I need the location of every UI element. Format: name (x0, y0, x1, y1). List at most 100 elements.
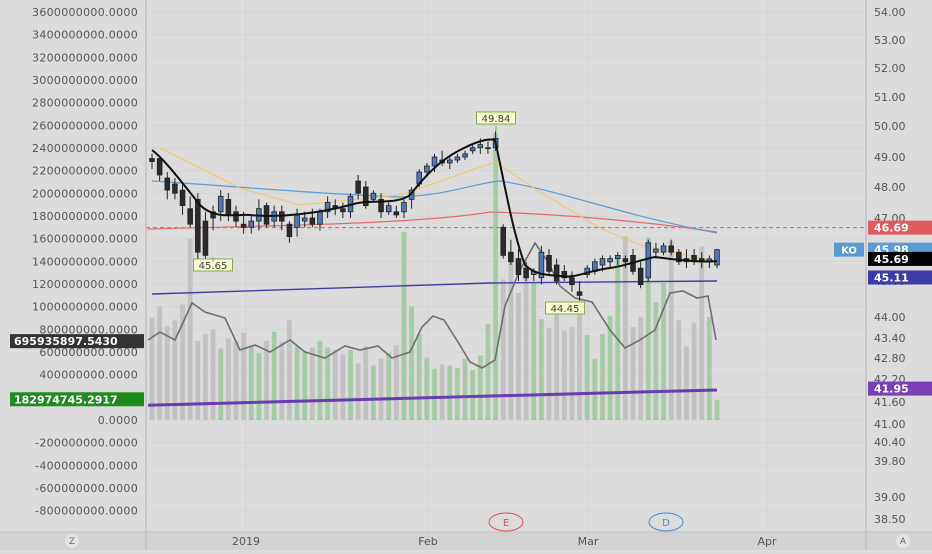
x-tick-label: Mar (578, 535, 599, 548)
left-value-tag-text: 695935897.5430 (14, 335, 118, 348)
candle-body (500, 226, 506, 256)
candle-body (447, 159, 453, 164)
candle-body (553, 264, 560, 282)
bottom-strip-right-text: A (900, 537, 907, 547)
candle-body (179, 189, 186, 207)
left-tick-label: 600000000.0000 (39, 346, 138, 359)
volume-bar (409, 306, 414, 420)
candle-body (561, 270, 568, 279)
candle-body (378, 198, 384, 213)
left-tick-label: 1400000000.0000 (32, 255, 138, 268)
volume-bar (264, 340, 269, 420)
high-label-box (476, 111, 516, 125)
volume-bar (600, 333, 605, 420)
volume-bar (195, 340, 201, 420)
candle-body (156, 158, 163, 176)
left-tick-label: 400000000.0000 (39, 369, 138, 382)
volume-bar (699, 246, 705, 420)
volume-bar (539, 319, 544, 420)
right-tick-label: 49.00 (874, 151, 906, 164)
volume-bar (203, 333, 208, 420)
volume-bar (164, 325, 170, 420)
candle-body (614, 254, 621, 259)
volume-bar (180, 304, 185, 420)
candle-body (294, 214, 300, 228)
volume-bar (325, 347, 330, 420)
price-tag-text: 45.69 (874, 253, 909, 266)
volume-bar (653, 302, 659, 420)
candle-body (240, 223, 247, 228)
candle-body (645, 242, 652, 279)
left-tick-label: -800000000.0000 (35, 505, 138, 518)
left-tick-label: 1200000000.0000 (32, 278, 138, 291)
volume-bar (363, 346, 369, 420)
volume-bar (187, 238, 193, 420)
price-tag (868, 381, 932, 396)
candle-body (485, 147, 491, 150)
right-tick-label: 39.00 (874, 491, 906, 504)
left-tick-label: 3200000000.0000 (32, 51, 138, 64)
x-tick-label: Apr (757, 535, 777, 548)
left-tick-label: 3400000000.0000 (32, 29, 138, 42)
left-tick-label: 0.0000 (98, 414, 138, 427)
volume-bar (638, 316, 644, 420)
volume-bar (523, 263, 529, 420)
candle-body (370, 192, 377, 200)
bottom-strip-left-badge (65, 534, 79, 548)
blue-moving-average-line (151, 180, 718, 234)
volume-bar (676, 320, 682, 420)
volume-bar (493, 133, 498, 420)
low-label-1: 45.65 (199, 261, 228, 272)
left-tick-label: 2600000000.0000 (32, 119, 138, 132)
earnings-marker-text: E (503, 518, 509, 529)
candle-body (546, 254, 552, 272)
low-label-2: 44.45 (551, 304, 580, 315)
ticker-tag-text: KO (841, 246, 857, 257)
long-moving-average-line (151, 280, 718, 295)
candle-body (317, 211, 323, 225)
volume-bar (684, 346, 689, 420)
volume-bar (714, 399, 720, 420)
volume-oscillator-line (147, 241, 717, 369)
candle-body (217, 195, 224, 213)
price-tag-text: 41.95 (874, 383, 909, 396)
volume-bar (623, 236, 628, 420)
volume-bar (241, 332, 246, 420)
candle-body (714, 249, 720, 266)
candle-body (393, 211, 400, 216)
volume-bar (401, 231, 407, 420)
volume-bar (485, 323, 491, 420)
left-tick-label: 2000000000.0000 (32, 187, 138, 200)
candle-body (225, 198, 232, 216)
volume-bar (508, 260, 514, 420)
left-tick-label: -200000000.0000 (35, 437, 138, 450)
candle-body (248, 220, 255, 228)
candle-body (454, 156, 461, 161)
left-value-tag-text: 182974745.2917 (14, 393, 118, 406)
volume-bar (271, 331, 277, 420)
yellow-moving-average-line (159, 147, 718, 263)
earnings-marker-ring (488, 512, 524, 532)
left-tick-label: 2400000000.0000 (32, 142, 138, 155)
price-tag-text: 46.69 (874, 222, 909, 235)
candle-body (401, 202, 407, 213)
left-tick-label: 1600000000.0000 (32, 233, 138, 246)
volume-bar (287, 320, 292, 420)
candle-body (149, 158, 155, 162)
volume-bar (706, 316, 712, 420)
volume-bar (531, 282, 537, 420)
volume-average-line (147, 388, 718, 407)
candle-body (607, 258, 613, 263)
price-tag (868, 270, 932, 285)
candle-body (355, 180, 361, 194)
left-tick-label: 3000000000.0000 (32, 74, 138, 87)
candle-body (324, 202, 331, 213)
candle-body (202, 220, 209, 256)
candle-body (172, 183, 178, 194)
left-value-tag (10, 334, 144, 349)
candle-body (508, 251, 514, 263)
volume-bar (462, 358, 468, 420)
left-tick-label: 800000000.0000 (39, 323, 138, 336)
